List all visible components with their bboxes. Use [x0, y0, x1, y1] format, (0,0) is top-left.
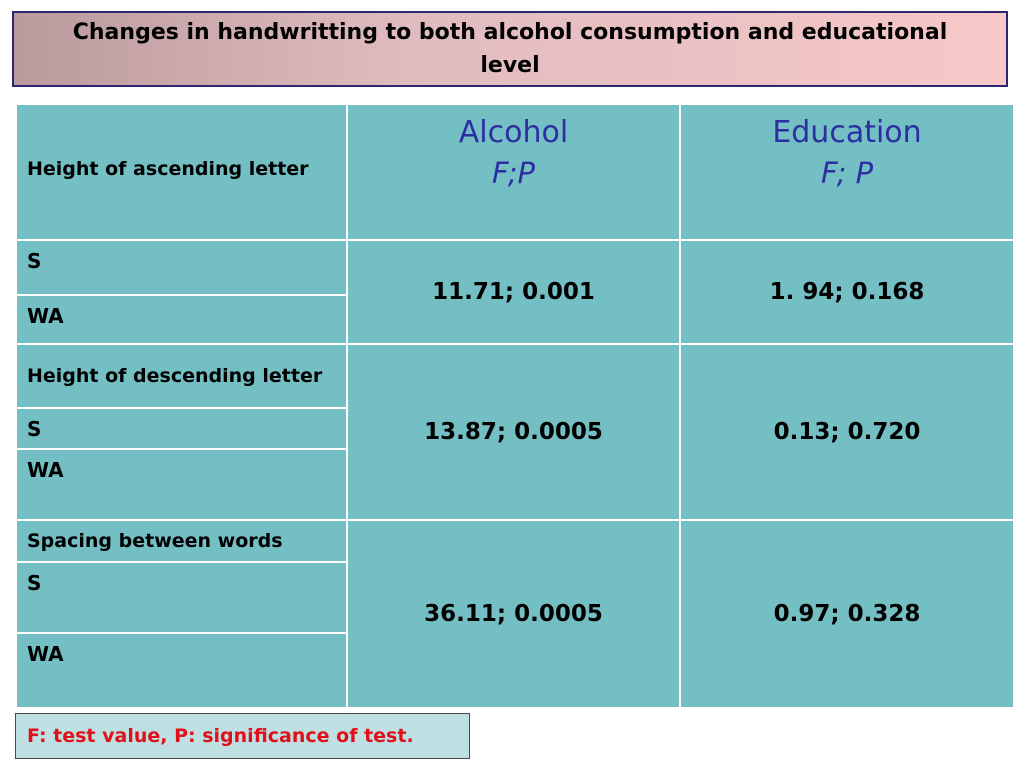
table-row: Height of descending letter 13.87; 0.000…: [15, 343, 1015, 521]
header-education: Education F; P: [679, 103, 1015, 241]
alcohol-subtitle: F;P: [492, 156, 535, 190]
alcohol-value-ascending: 11.71; 0.001: [346, 239, 681, 345]
footnote-box: F: test value, P: significance of test.: [15, 713, 470, 759]
row-label-wa: WA: [15, 294, 348, 345]
section-label-spacing-between-words: Spacing between words: [15, 519, 348, 563]
table-row: Spacing between words 36.11; 0.0005 0.97…: [15, 519, 1015, 709]
header-ascending-letter-label: Height of ascending letter: [15, 103, 348, 241]
slide-title-box: Changes in handwritting to both alcohol …: [12, 11, 1008, 87]
row-label-s: S: [15, 407, 348, 450]
table-row: S: [15, 407, 1014, 450]
alcohol-value-descending: 13.87; 0.0005: [346, 343, 681, 521]
slide-title: Changes in handwritting to both alcohol …: [72, 20, 948, 78]
row-label-wa: WA: [15, 632, 348, 709]
table-row: S 11.71; 0.001 1. 94; 0.168: [15, 239, 1015, 345]
table-row: S: [15, 561, 1014, 634]
row-label-s: S: [15, 239, 348, 296]
education-value-descending: 0.13; 0.720: [679, 343, 1015, 521]
education-value-ascending: 1. 94; 0.168: [679, 239, 1015, 345]
table-row: WA: [15, 632, 1014, 709]
table-row: WA: [15, 294, 1014, 345]
education-subtitle: F; P: [820, 156, 874, 190]
education-title: Education: [772, 115, 922, 150]
results-table: Height of ascending letter Alcohol F;P E…: [15, 103, 1015, 709]
alcohol-value-spacing: 36.11; 0.0005: [346, 519, 681, 709]
education-value-spacing: 0.97; 0.328: [679, 519, 1015, 709]
row-label-wa: WA: [15, 448, 348, 521]
table-row: WA: [15, 448, 1014, 521]
header-alcohol: Alcohol F;P: [346, 103, 681, 241]
table-header-row: Height of ascending letter Alcohol F;P E…: [15, 103, 1015, 241]
alcohol-title: Alcohol: [458, 115, 569, 150]
section-label-descending-letter: Height of descending letter: [15, 343, 348, 409]
footnote-text: F: test value, P: significance of test.: [27, 725, 414, 747]
row-label-s: S: [15, 561, 348, 634]
